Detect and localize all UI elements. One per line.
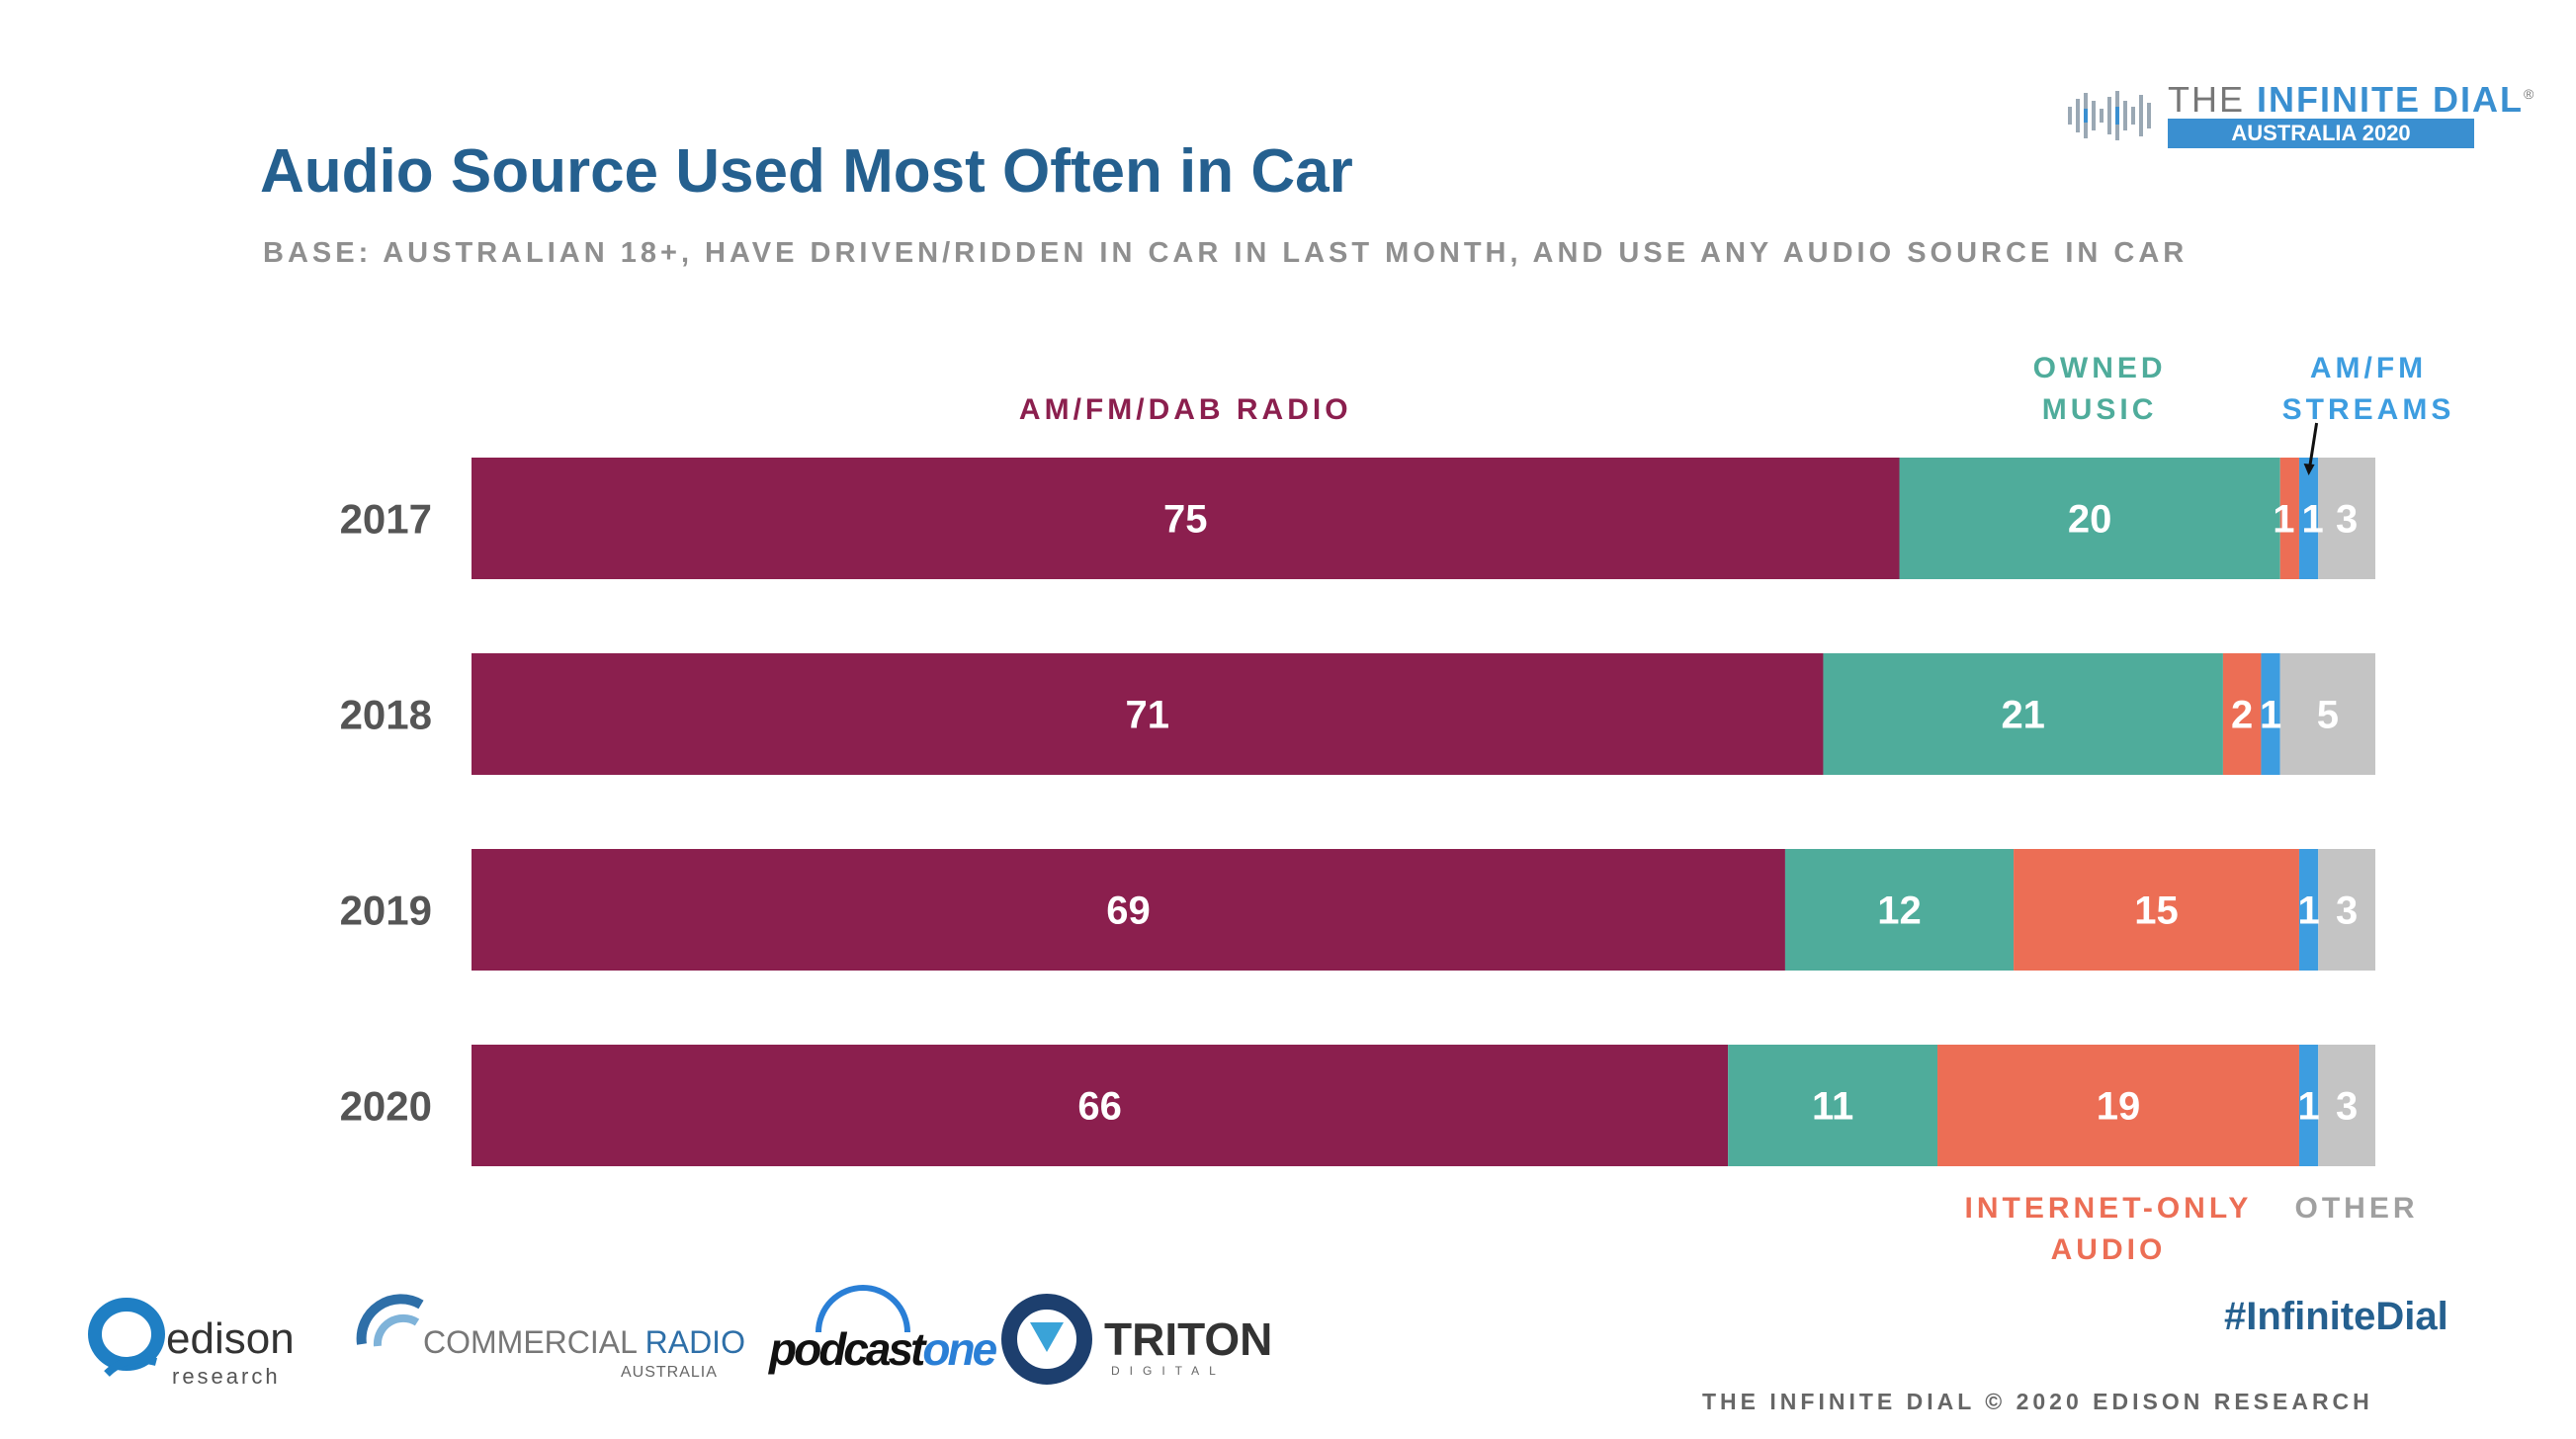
bar-2018-series-0 — [472, 653, 1824, 775]
legend-label-2-line-1: STREAMS — [2281, 393, 2455, 426]
data-label-2019-series-2: 15 — [2134, 889, 2179, 933]
bar-2020-series-2 — [1937, 1045, 2299, 1166]
legend-label-4: OTHER — [2139, 1188, 2574, 1229]
legend-label-1-line-0: OWNED — [2032, 352, 2167, 384]
data-label-2020-series-0: 66 — [1077, 1085, 1122, 1129]
data-label-2020-series-3: 1 — [2297, 1085, 2319, 1129]
legend-label-3: INTERNET-ONLY AUDIO — [1891, 1188, 2326, 1271]
bar-2020-series-1 — [1728, 1045, 1938, 1166]
bar-2017-series-1 — [1899, 458, 2280, 579]
data-label-2020-series-4: 3 — [2336, 1085, 2358, 1129]
legend-label-1: OWNED MUSIC — [1882, 348, 2317, 431]
data-label-2017-series-1: 20 — [2068, 498, 2112, 542]
bar-2017-series-2 — [2279, 458, 2299, 579]
category-label-2018: 2018 — [340, 692, 432, 738]
bar-2017-series-0 — [472, 458, 1900, 579]
arc-icon — [816, 1285, 910, 1333]
data-label-2020-series-1: 11 — [1812, 1085, 1853, 1129]
legend-label-2-line-0: AM/FM — [2309, 352, 2428, 384]
category-label-2017: 2017 — [340, 496, 432, 543]
commercial-radio-logo: COMMERCIAL RADIO AUSTRALIA — [352, 1285, 745, 1394]
copyright-footer: THE INFINITE DIAL © 2020 EDISON RESEARCH — [1702, 1389, 2373, 1414]
category-label-2020: 2020 — [340, 1083, 432, 1130]
bar-2019-series-4 — [2318, 849, 2375, 971]
bar-2018-series-1 — [1823, 653, 2223, 775]
data-label-2020-series-2: 19 — [2097, 1085, 2141, 1129]
data-label-2017-series-4: 3 — [2336, 498, 2358, 542]
data-label-2018-series-3: 1 — [2260, 694, 2281, 737]
data-label-2018-series-1: 21 — [2001, 694, 2045, 737]
data-label-2019-series-3: 1 — [2297, 889, 2319, 933]
brand-edition: AUSTRALIA 2020 — [2168, 119, 2474, 148]
edison-swirl-icon — [88, 1298, 165, 1377]
pointer-arrow-head — [2303, 464, 2315, 475]
data-label-2018-series-4: 5 — [2317, 694, 2339, 737]
radio-wave-icon — [356, 1294, 424, 1347]
legend-label-0-line-0: AM/FM/DAB RADIO — [1018, 393, 1352, 426]
bar-2017-series-3 — [2298, 458, 2319, 579]
bar-2019-series-2 — [2014, 849, 2299, 971]
data-label-2017-series-2: 1 — [2273, 498, 2294, 542]
data-label-2017-series-0: 75 — [1163, 498, 1208, 542]
data-label-2019-series-4: 3 — [2336, 889, 2358, 933]
bar-2018-series-3 — [2261, 653, 2280, 775]
podcastone-logo: podcastone — [769, 1285, 997, 1394]
data-label-2019-series-1: 12 — [1877, 889, 1922, 933]
legend-label-1-line-1: MUSIC — [2041, 393, 2158, 426]
triton-emblem-icon — [1001, 1294, 1092, 1385]
data-label-2017-series-3: 1 — [2301, 498, 2323, 542]
category-label-2019: 2019 — [340, 888, 432, 934]
bar-2020-series-3 — [2298, 1045, 2319, 1166]
legend-label-3-line-1: AUDIO — [2050, 1233, 2167, 1266]
waveform-icon — [2068, 91, 2151, 140]
bar-2018-series-2 — [2222, 653, 2262, 775]
legend-label-4-line-0: OTHER — [2294, 1192, 2419, 1225]
pointer-arrow-line — [2308, 422, 2319, 468]
data-label-2018-series-0: 71 — [1125, 694, 1169, 737]
bar-2019-series-1 — [1784, 849, 2015, 971]
edison-research-logo: edison research — [87, 1285, 314, 1394]
page-subtitle: BASE: AUSTRALIAN 18+, HAVE DRIVEN/RIDDEN… — [263, 237, 2189, 269]
bar-2020-series-4 — [2318, 1045, 2375, 1166]
bar-2018-series-4 — [2279, 653, 2375, 775]
legend-label-3-line-0: INTERNET-ONLY — [1964, 1192, 2253, 1225]
triton-digital-logo: TRITON DIGITAL — [1000, 1285, 1272, 1394]
hashtag[interactable]: #InfiniteDial — [2224, 1295, 2448, 1338]
legend-label-0: AM/FM/DAB RADIO — [968, 389, 1403, 431]
bar-2020-series-0 — [472, 1045, 1729, 1166]
page-title: Audio Source Used Most Often in Car — [260, 137, 1353, 206]
brand-title: THE INFINITE DIAL® — [2168, 79, 2536, 120]
legend-label-2: AM/FM STREAMS — [2151, 348, 2576, 431]
bar-2019-series-0 — [472, 849, 1785, 971]
data-label-2018-series-2: 2 — [2231, 694, 2253, 737]
infinite-dial-logo: THE INFINITE DIAL® AUSTRALIA 2020 — [2064, 79, 2533, 148]
data-label-2019-series-0: 69 — [1106, 889, 1151, 933]
bar-2017-series-4 — [2318, 458, 2375, 579]
bar-2019-series-3 — [2298, 849, 2319, 971]
